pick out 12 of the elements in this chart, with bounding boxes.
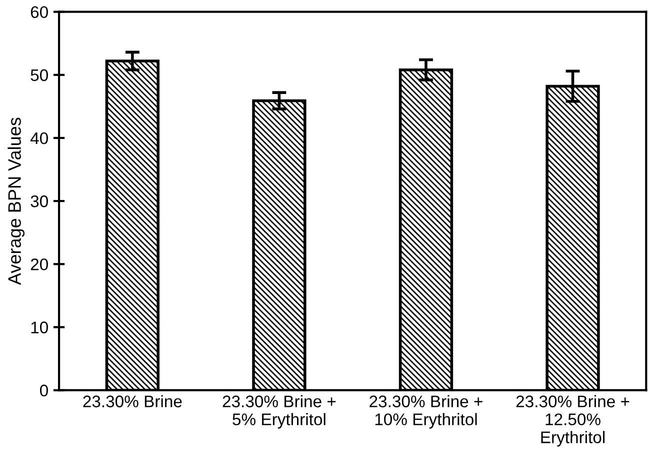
y-tick-label: 50 <box>30 69 48 82</box>
y-tick-label: 60 <box>30 6 48 18</box>
y-tick-label: 20 <box>30 258 48 270</box>
x-tick-label: 23.30% Brine + 10% Erythritol <box>370 395 482 429</box>
x-tick-label: 23.30% Brine + 12.50% Erythritol <box>516 395 630 447</box>
y-axis-title: Average BPN Values <box>8 118 25 285</box>
y-tick-label: 30 <box>30 195 48 208</box>
y-tick-label: 0 <box>40 384 48 396</box>
y-tick-label: 10 <box>31 322 48 334</box>
x-tick-label: 23.30% Brine <box>83 395 182 408</box>
x-tick-label: 23.30% Brine + 5% Erythritol <box>222 395 336 429</box>
y-tick-label: 40 <box>30 132 48 144</box>
